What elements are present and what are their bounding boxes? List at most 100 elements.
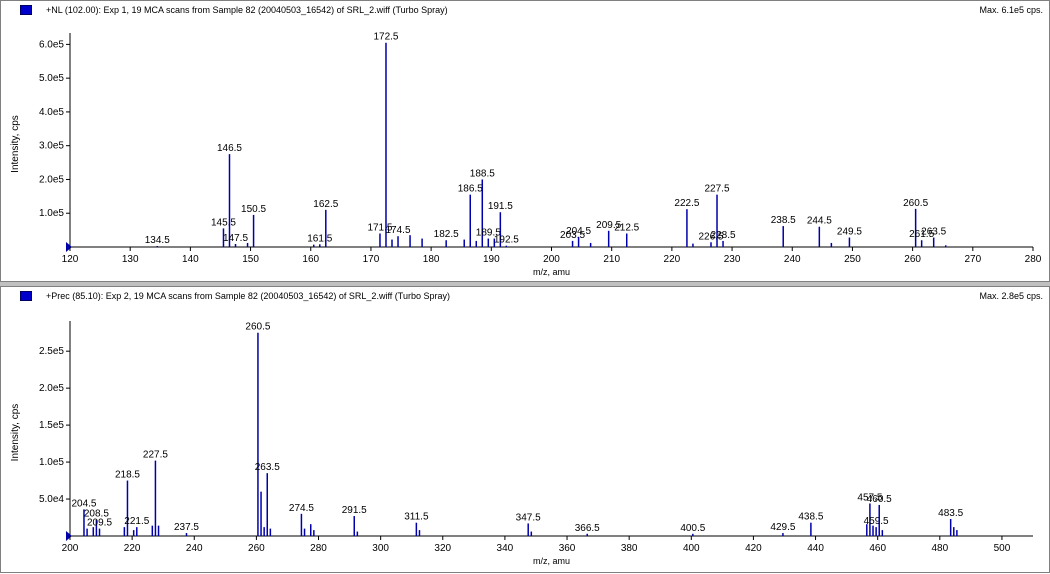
spectrum-chart-prec[interactable]: 200 220 240 260 280 300 320 340 360 380 400 420 440 4… xyxy=(1,287,1050,574)
x-tick-label: 160 xyxy=(302,254,319,265)
peak-label: 192.5 xyxy=(494,235,519,246)
peak-label: 260.5 xyxy=(903,198,928,209)
peak-label: 260.5 xyxy=(245,322,270,333)
peak-label: 244.5 xyxy=(807,216,832,227)
peak-label: 347.5 xyxy=(516,512,541,523)
peak-label: 189.5 xyxy=(476,228,501,239)
peak-label: 174.5 xyxy=(386,225,411,236)
x-tick-label: 200 xyxy=(62,543,79,554)
y-tick-label: 1.0e5 xyxy=(39,208,64,219)
peak-label: 204.5 xyxy=(71,498,96,509)
peak-label: 227.5 xyxy=(143,450,168,461)
x-tick-label: 220 xyxy=(664,254,681,265)
y-tick-label: 4.0e5 xyxy=(39,107,64,118)
pane-select-icon[interactable] xyxy=(20,291,32,301)
peak-label: 203.5 xyxy=(560,230,585,241)
peak-label: 161.5 xyxy=(307,233,332,244)
y-tick-label: 5.0e5 xyxy=(39,73,64,84)
y-tick-label: 2.5e5 xyxy=(39,346,64,357)
peak-label: 191.5 xyxy=(488,201,513,212)
pane-separator[interactable] xyxy=(0,282,1050,286)
x-tick-label: 120 xyxy=(62,254,79,265)
peak-label: 222.5 xyxy=(674,198,699,209)
x-tick-label: 180 xyxy=(423,254,440,265)
x-axis-label: m/z, amu xyxy=(533,556,570,566)
peak-label: 459.5 xyxy=(864,516,889,527)
peak-label: 483.5 xyxy=(938,508,963,519)
pane-header: +NL (102.00): Exp 1, 19 MCA scans from S… xyxy=(1,1,1049,19)
peak-label: 263.5 xyxy=(255,462,280,473)
pane-select-icon[interactable] xyxy=(20,5,32,15)
y-tick-label: 3.0e5 xyxy=(39,141,64,152)
peak-label: 188.5 xyxy=(470,168,495,179)
peak-label: 457.5 xyxy=(857,492,882,503)
peak-label: 204.5 xyxy=(566,226,591,237)
peak-label: 182.5 xyxy=(434,229,459,240)
peak-label: 186.5 xyxy=(458,184,483,195)
max-intensity-label: Max. 2.8e5 cps. xyxy=(979,291,1043,301)
x-tick-label: 240 xyxy=(186,543,203,554)
x-tick-label: 190 xyxy=(483,254,500,265)
x-tick-label: 320 xyxy=(434,543,451,554)
spectrum-pane-prec: +Prec (85.10): Exp 2, 19 MCA scans from … xyxy=(0,286,1050,573)
x-tick-label: 300 xyxy=(372,543,389,554)
x-tick-label: 200 xyxy=(543,254,560,265)
peak-label: 228.5 xyxy=(711,230,736,241)
peak-label: 162.5 xyxy=(313,199,338,210)
y-tick-label: 6.0e5 xyxy=(39,39,64,50)
peak-label: 218.5 xyxy=(115,470,140,481)
peak-label: 209.5 xyxy=(87,518,112,529)
max-intensity-label: Max. 6.1e5 cps. xyxy=(979,5,1043,15)
y-tick-label: 5.0e4 xyxy=(39,494,64,505)
peak-label: 147.5 xyxy=(223,233,248,244)
peak-label: 226.5 xyxy=(698,231,723,242)
x-tick-label: 170 xyxy=(363,254,380,265)
peak-label: 261.5 xyxy=(909,229,934,240)
x-tick-label: 480 xyxy=(931,543,948,554)
peak-label: 400.5 xyxy=(680,523,705,534)
x-tick-label: 280 xyxy=(1025,254,1042,265)
x-tick-label: 440 xyxy=(807,543,824,554)
peak-label: 429.5 xyxy=(770,522,795,533)
y-tick-label: 1.0e5 xyxy=(39,457,64,468)
peak-label: 438.5 xyxy=(798,512,823,523)
y-tick-label: 1.5e5 xyxy=(39,420,64,431)
peak-label: 171.5 xyxy=(367,222,392,233)
peak-label: 134.5 xyxy=(145,235,170,246)
spectrum-pane-nl: +NL (102.00): Exp 1, 19 MCA scans from S… xyxy=(0,0,1050,282)
y-tick-label: 2.0e5 xyxy=(39,383,64,394)
peak-label: 249.5 xyxy=(837,227,862,238)
pane-title: +NL (102.00): Exp 1, 19 MCA scans from S… xyxy=(46,5,448,15)
x-tick-label: 260 xyxy=(904,254,921,265)
peak-label: 227.5 xyxy=(705,184,730,195)
peak-label: 460.5 xyxy=(867,494,892,505)
y-axis-label: Intensity, cps xyxy=(10,404,21,462)
spectrum-chart-nl[interactable]: 120 130 140 150 160 170 180 190 200 210 220 230 240 2… xyxy=(1,1,1050,283)
peak-label: 208.5 xyxy=(84,509,109,520)
y-tick-label: 2.0e5 xyxy=(39,174,64,185)
x-tick-label: 460 xyxy=(869,543,886,554)
x-tick-label: 130 xyxy=(122,254,139,265)
x-tick-label: 150 xyxy=(242,254,259,265)
x-tick-label: 360 xyxy=(559,543,576,554)
x-tick-label: 210 xyxy=(603,254,620,265)
pane-header: +Prec (85.10): Exp 2, 19 MCA scans from … xyxy=(1,287,1049,305)
x-tick-label: 230 xyxy=(724,254,741,265)
peak-label: 150.5 xyxy=(241,204,266,215)
peak-label: 366.5 xyxy=(575,523,600,534)
peak-label: 263.5 xyxy=(921,227,946,238)
baseline-marker-icon xyxy=(66,531,72,541)
peak-label: 146.5 xyxy=(217,143,242,154)
peak-label: 209.5 xyxy=(596,220,621,231)
x-tick-label: 240 xyxy=(784,254,801,265)
baseline-marker-icon xyxy=(66,242,72,252)
peak-label: 311.5 xyxy=(404,512,429,523)
peak-label: 237.5 xyxy=(174,522,199,533)
peak-label: 291.5 xyxy=(342,505,367,516)
y-axis-label: Intensity, cps xyxy=(10,115,21,173)
peak-label: 172.5 xyxy=(373,32,398,43)
x-tick-label: 270 xyxy=(964,254,981,265)
x-tick-label: 380 xyxy=(621,543,638,554)
x-tick-label: 500 xyxy=(994,543,1011,554)
x-tick-label: 260 xyxy=(248,543,265,554)
